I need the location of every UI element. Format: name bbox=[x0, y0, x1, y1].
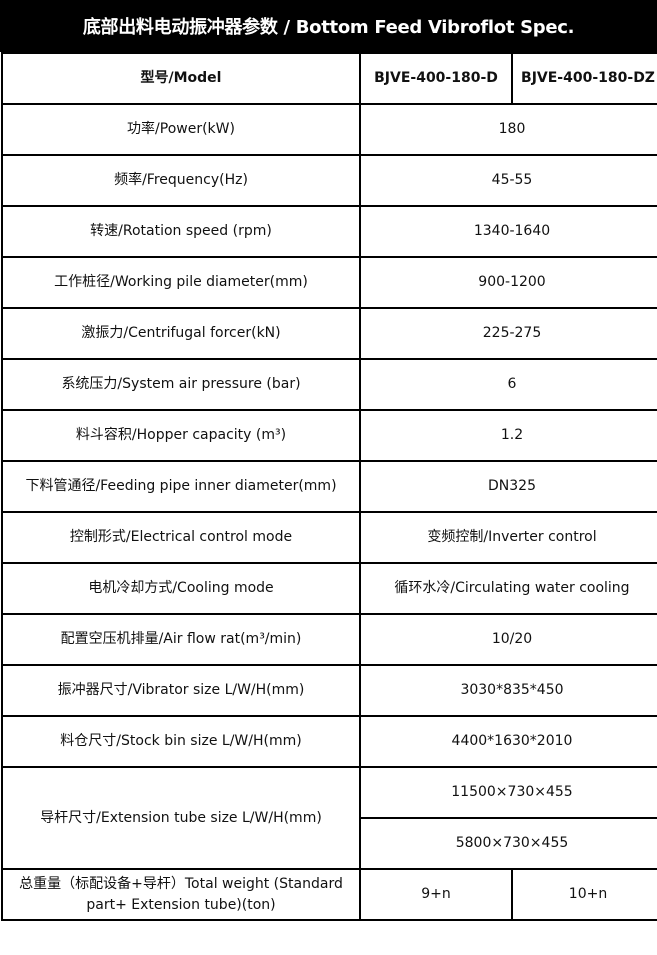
table-title: 底部出料电动振冲器参数 / Bottom Feed Vibroflot Spec… bbox=[0, 0, 657, 52]
spec-value: 1340-1640 bbox=[359, 205, 657, 258]
spec-value: 180 bbox=[359, 103, 657, 156]
spec-value: 3030*835*450 bbox=[359, 664, 657, 717]
spec-table: 型号/Model BJVE-400-180-D BJVE-400-180-DZ … bbox=[1, 52, 657, 921]
spec-label: 转速/Rotation speed (rpm) bbox=[1, 205, 361, 258]
spec-label: 电机冷却方式/Cooling mode bbox=[1, 562, 361, 615]
spec-row: 激振力/Centrifugal forcer(kN) 225-275 bbox=[1, 307, 657, 360]
model-row: 型号/Model BJVE-400-180-D BJVE-400-180-DZ bbox=[1, 52, 657, 105]
spec-row: 工作桩径/Working pile diameter(mm) 900-1200 bbox=[1, 256, 657, 309]
model-d: BJVE-400-180-D bbox=[359, 52, 513, 105]
spec-value: DN325 bbox=[359, 460, 657, 513]
spec-label: 料斗容积/Hopper capacity (m³) bbox=[1, 409, 361, 462]
spec-value: 4400*1630*2010 bbox=[359, 715, 657, 768]
spec-value: 225-275 bbox=[359, 307, 657, 360]
spec-value: 11500×730×455 bbox=[359, 766, 657, 819]
spec-row: 料斗容积/Hopper capacity (m³) 1.2 bbox=[1, 409, 657, 462]
spec-value: 6 bbox=[359, 358, 657, 411]
spec-value: 变频控制/Inverter control bbox=[359, 511, 657, 564]
spec-label: 振冲器尺寸/Vibrator size L/W/H(mm) bbox=[1, 664, 361, 717]
spec-value: 10/20 bbox=[359, 613, 657, 666]
extension-row: 5800×730×455 bbox=[2, 817, 657, 870]
spec-row: 振冲器尺寸/Vibrator size L/W/H(mm) 3030*835*45… bbox=[1, 664, 657, 717]
spec-value-dz: 10+n bbox=[511, 868, 657, 921]
total-weight-row: 总重量（标配设备+导杆）Total weight (Standard part+… bbox=[1, 868, 657, 921]
spec-label: 激振力/Centrifugal forcer(kN) bbox=[1, 307, 361, 360]
spec-value-d: 9+n bbox=[359, 868, 513, 921]
spec-label: 配置空压机排量/Air flow rat(m³/min) bbox=[1, 613, 361, 666]
spec-label: 总重量（标配设备+导杆）Total weight (Standard part+… bbox=[1, 868, 361, 921]
spec-value: 5800×730×455 bbox=[359, 817, 657, 870]
spec-label: 频率/Frequency(Hz) bbox=[1, 154, 361, 207]
spec-row: 转速/Rotation speed (rpm) 1340-1640 bbox=[1, 205, 657, 258]
spec-value: 循环水冷/Circulating water cooling bbox=[359, 562, 657, 615]
spec-label: 料仓尺寸/Stock bin size L/W/H(mm) bbox=[1, 715, 361, 768]
spec-row: 配置空压机排量/Air flow rat(m³/min) 10/20 bbox=[1, 613, 657, 666]
spec-row: 系统压力/System air pressure (bar) 6 bbox=[1, 358, 657, 411]
model-label: 型号/Model bbox=[1, 52, 361, 105]
spec-row: 频率/Frequency(Hz) 45-55 bbox=[1, 154, 657, 207]
spec-row: 料仓尺寸/Stock bin size L/W/H(mm) 4400*1630*2… bbox=[1, 715, 657, 768]
spec-row: 下料管通径/Feeding pipe inner diameter(mm) DN3… bbox=[1, 460, 657, 513]
spec-row: 电机冷却方式/Cooling mode 循环水冷/Circulating wate… bbox=[1, 562, 657, 615]
spec-row: 功率/Power(kW) 180 bbox=[1, 103, 657, 156]
spec-label: 导杆尺寸/Extension tube size L/W/H(mm) bbox=[1, 766, 361, 870]
spec-label: 系统压力/System air pressure (bar) bbox=[1, 358, 361, 411]
model-dz: BJVE-400-180-DZ bbox=[511, 52, 657, 105]
spec-label: 工作桩径/Working pile diameter(mm) bbox=[1, 256, 361, 309]
extension-row: 导杆尺寸/Extension tube size L/W/H(mm) 11500… bbox=[1, 766, 657, 870]
spec-value: 900-1200 bbox=[359, 256, 657, 309]
spec-label: 功率/Power(kW) bbox=[1, 103, 361, 156]
spec-value: 1.2 bbox=[359, 409, 657, 462]
spec-value: 45-55 bbox=[359, 154, 657, 207]
spec-label: 下料管通径/Feeding pipe inner diameter(mm) bbox=[1, 460, 361, 513]
spec-row: 控制形式/Electrical control mode 变频控制/Inverte… bbox=[1, 511, 657, 564]
spec-label: 控制形式/Electrical control mode bbox=[1, 511, 361, 564]
